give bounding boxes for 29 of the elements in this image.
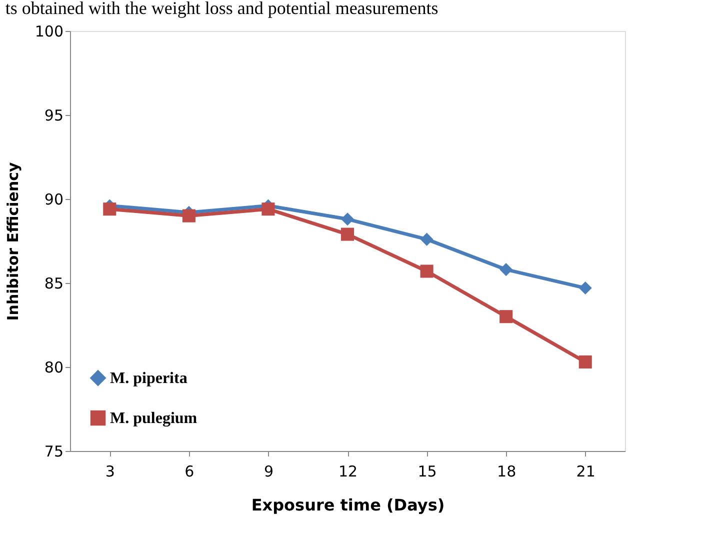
point [420, 232, 434, 246]
x-tick-label: 12 [338, 462, 358, 480]
point [182, 209, 196, 222]
point [500, 263, 513, 276]
x-tick-label: 9 [264, 462, 274, 480]
y-tick-label: 100 [34, 22, 64, 40]
point [262, 202, 275, 216]
text: ts obtained with the weight loss and potential measurements [5, 0, 438, 18]
point [420, 264, 434, 278]
x-tick-label: 6 [184, 462, 194, 480]
y-tick-label: 75 [44, 442, 64, 460]
point [578, 282, 592, 295]
x-axis-title: Exposure time (Days) [251, 496, 445, 514]
point [500, 310, 513, 324]
x-tick-label: 15 [418, 462, 437, 480]
y-tick-label: 90 [44, 190, 64, 208]
point [340, 228, 354, 241]
point [578, 355, 592, 368]
y-tick-label: 80 [44, 358, 64, 376]
x-tick-label: 3 [105, 462, 115, 480]
y-tick-label: 85 [44, 274, 64, 292]
legend-label: M. piperita [110, 370, 188, 387]
y-axis-title: Inhibitor Efficiency [4, 162, 22, 321]
x-tick-label: 18 [497, 462, 516, 480]
y-tick-label: 95 [44, 106, 64, 124]
legend-label: M. pulegium [110, 410, 198, 427]
point [103, 202, 116, 216]
point [340, 212, 354, 226]
x-tick-label: 21 [576, 462, 596, 480]
